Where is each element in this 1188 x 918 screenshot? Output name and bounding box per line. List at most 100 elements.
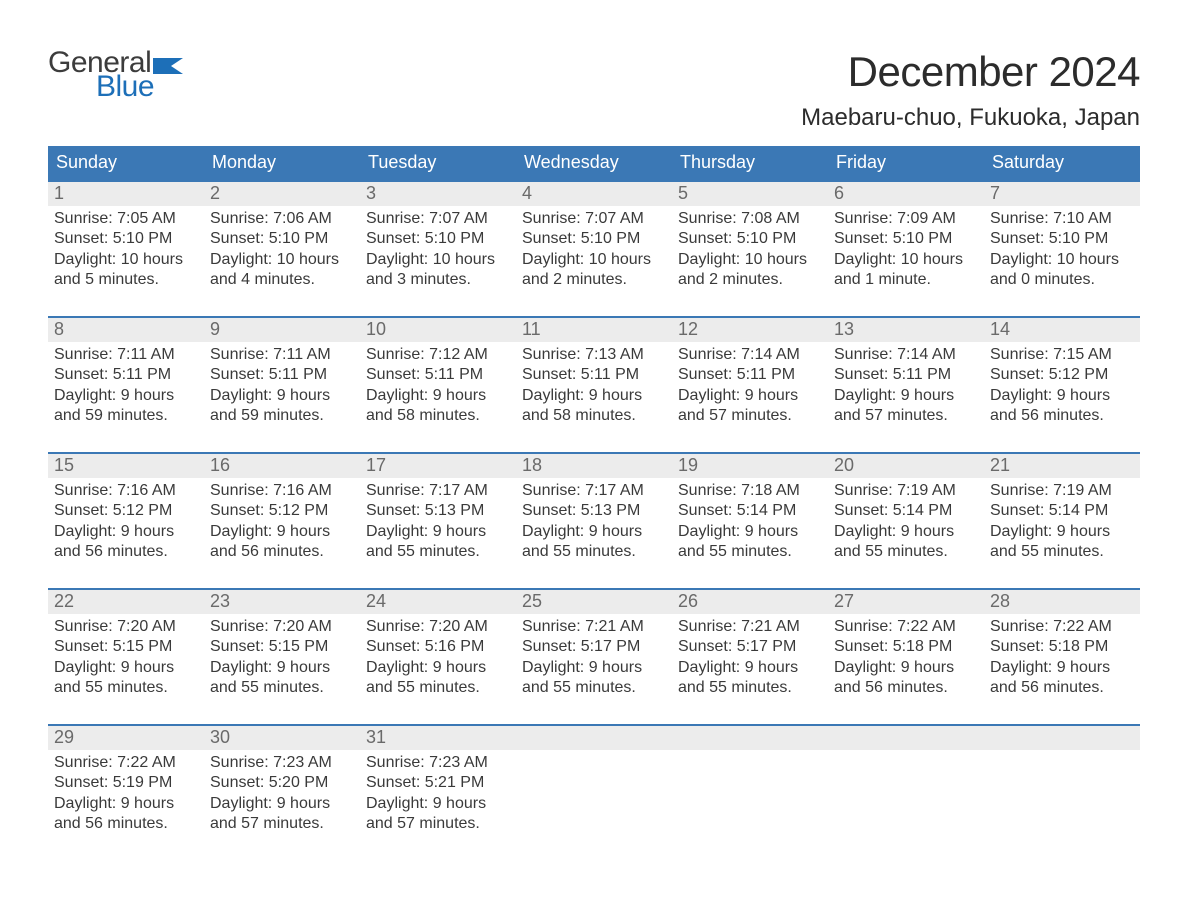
header: General Blue December 2024 Maebaru-chuo,… — [48, 48, 1140, 132]
day-cell: Sunrise: 7:08 AMSunset: 5:10 PMDaylight:… — [672, 206, 828, 302]
sunset-text: Sunset: 5:16 PM — [366, 637, 510, 657]
day-cell: Sunrise: 7:07 AMSunset: 5:10 PMDaylight:… — [516, 206, 672, 302]
daylight-text-2: and 1 minute. — [834, 270, 978, 290]
sunset-text: Sunset: 5:11 PM — [54, 365, 198, 385]
sunrise-text: Sunrise: 7:11 AM — [210, 345, 354, 365]
day-number: 8 — [48, 318, 204, 342]
day-number: 30 — [204, 726, 360, 750]
sunrise-text: Sunrise: 7:23 AM — [210, 753, 354, 773]
daylight-text-1: Daylight: 9 hours — [366, 522, 510, 542]
daylight-text-1: Daylight: 10 hours — [678, 250, 822, 270]
day-cell — [672, 750, 828, 846]
daylight-text-2: and 55 minutes. — [990, 542, 1134, 562]
day-number-row: 891011121314 — [48, 318, 1140, 342]
sunrise-text: Sunrise: 7:14 AM — [678, 345, 822, 365]
sunset-text: Sunset: 5:10 PM — [990, 229, 1134, 249]
week-row: 293031Sunrise: 7:22 AMSunset: 5:19 PMDay… — [48, 724, 1140, 846]
day-number: 16 — [204, 454, 360, 478]
day-cell: Sunrise: 7:11 AMSunset: 5:11 PMDaylight:… — [48, 342, 204, 438]
sunset-text: Sunset: 5:17 PM — [522, 637, 666, 657]
day-cell: Sunrise: 7:06 AMSunset: 5:10 PMDaylight:… — [204, 206, 360, 302]
daylight-text-2: and 55 minutes. — [678, 678, 822, 698]
daylight-text-2: and 57 minutes. — [366, 814, 510, 834]
day-number: 7 — [984, 182, 1140, 206]
day-body-row: Sunrise: 7:16 AMSunset: 5:12 PMDaylight:… — [48, 478, 1140, 574]
sunrise-text: Sunrise: 7:15 AM — [990, 345, 1134, 365]
daylight-text-2: and 56 minutes. — [834, 678, 978, 698]
day-cell — [984, 750, 1140, 846]
day-cell: Sunrise: 7:20 AMSunset: 5:15 PMDaylight:… — [204, 614, 360, 710]
day-body-row: Sunrise: 7:11 AMSunset: 5:11 PMDaylight:… — [48, 342, 1140, 438]
daylight-text-2: and 58 minutes. — [522, 406, 666, 426]
daylight-text-1: Daylight: 9 hours — [210, 794, 354, 814]
sunrise-text: Sunrise: 7:08 AM — [678, 209, 822, 229]
daylight-text-2: and 55 minutes. — [210, 678, 354, 698]
sunset-text: Sunset: 5:15 PM — [54, 637, 198, 657]
sunrise-text: Sunrise: 7:05 AM — [54, 209, 198, 229]
daylight-text-1: Daylight: 9 hours — [366, 658, 510, 678]
daylight-text-1: Daylight: 10 hours — [210, 250, 354, 270]
day-number: 15 — [48, 454, 204, 478]
dow-tuesday: Tuesday — [360, 146, 516, 180]
sunset-text: Sunset: 5:10 PM — [366, 229, 510, 249]
daylight-text-1: Daylight: 9 hours — [834, 386, 978, 406]
sunrise-text: Sunrise: 7:22 AM — [54, 753, 198, 773]
sunrise-text: Sunrise: 7:14 AM — [834, 345, 978, 365]
logo-text-blue: Blue — [96, 72, 187, 102]
daylight-text-2: and 56 minutes. — [990, 406, 1134, 426]
sunrise-text: Sunrise: 7:18 AM — [678, 481, 822, 501]
daylight-text-2: and 2 minutes. — [678, 270, 822, 290]
logo: General Blue — [48, 48, 187, 102]
sunset-text: Sunset: 5:11 PM — [678, 365, 822, 385]
sunrise-text: Sunrise: 7:19 AM — [990, 481, 1134, 501]
day-number: 24 — [360, 590, 516, 614]
daylight-text-1: Daylight: 10 hours — [54, 250, 198, 270]
dow-monday: Monday — [204, 146, 360, 180]
day-cell: Sunrise: 7:17 AMSunset: 5:13 PMDaylight:… — [360, 478, 516, 574]
sunset-text: Sunset: 5:13 PM — [366, 501, 510, 521]
day-number-row: 1234567 — [48, 182, 1140, 206]
daylight-text-2: and 55 minutes. — [366, 542, 510, 562]
day-number: 14 — [984, 318, 1140, 342]
calendar-page: General Blue December 2024 Maebaru-chuo,… — [0, 0, 1188, 846]
daylight-text-2: and 3 minutes. — [366, 270, 510, 290]
daylight-text-1: Daylight: 9 hours — [54, 386, 198, 406]
day-number: 28 — [984, 590, 1140, 614]
daylight-text-1: Daylight: 9 hours — [522, 658, 666, 678]
weeks-container: 1234567Sunrise: 7:05 AMSunset: 5:10 PMDa… — [48, 180, 1140, 846]
sunset-text: Sunset: 5:12 PM — [54, 501, 198, 521]
sunrise-text: Sunrise: 7:13 AM — [522, 345, 666, 365]
day-cell: Sunrise: 7:23 AMSunset: 5:20 PMDaylight:… — [204, 750, 360, 846]
sunrise-text: Sunrise: 7:07 AM — [366, 209, 510, 229]
day-cell: Sunrise: 7:09 AMSunset: 5:10 PMDaylight:… — [828, 206, 984, 302]
day-number: 5 — [672, 182, 828, 206]
day-cell — [516, 750, 672, 846]
sunset-text: Sunset: 5:14 PM — [678, 501, 822, 521]
day-cell: Sunrise: 7:12 AMSunset: 5:11 PMDaylight:… — [360, 342, 516, 438]
sunset-text: Sunset: 5:19 PM — [54, 773, 198, 793]
sunset-text: Sunset: 5:10 PM — [522, 229, 666, 249]
sunset-text: Sunset: 5:10 PM — [678, 229, 822, 249]
daylight-text-2: and 59 minutes. — [210, 406, 354, 426]
sunset-text: Sunset: 5:17 PM — [678, 637, 822, 657]
daylight-text-2: and 5 minutes. — [54, 270, 198, 290]
day-cell: Sunrise: 7:14 AMSunset: 5:11 PMDaylight:… — [672, 342, 828, 438]
day-of-week-header: Sunday Monday Tuesday Wednesday Thursday… — [48, 146, 1140, 180]
daylight-text-1: Daylight: 10 hours — [522, 250, 666, 270]
day-number: 4 — [516, 182, 672, 206]
day-number: 26 — [672, 590, 828, 614]
day-cell: Sunrise: 7:21 AMSunset: 5:17 PMDaylight:… — [672, 614, 828, 710]
month-title: December 2024 — [801, 48, 1140, 96]
daylight-text-1: Daylight: 9 hours — [54, 522, 198, 542]
day-number: 20 — [828, 454, 984, 478]
day-number: 6 — [828, 182, 984, 206]
day-number — [672, 726, 828, 750]
daylight-text-2: and 56 minutes. — [990, 678, 1134, 698]
day-body-row: Sunrise: 7:05 AMSunset: 5:10 PMDaylight:… — [48, 206, 1140, 302]
sunrise-text: Sunrise: 7:20 AM — [54, 617, 198, 637]
daylight-text-1: Daylight: 9 hours — [366, 794, 510, 814]
day-cell — [828, 750, 984, 846]
sunset-text: Sunset: 5:11 PM — [834, 365, 978, 385]
daylight-text-1: Daylight: 9 hours — [54, 794, 198, 814]
sunrise-text: Sunrise: 7:19 AM — [834, 481, 978, 501]
